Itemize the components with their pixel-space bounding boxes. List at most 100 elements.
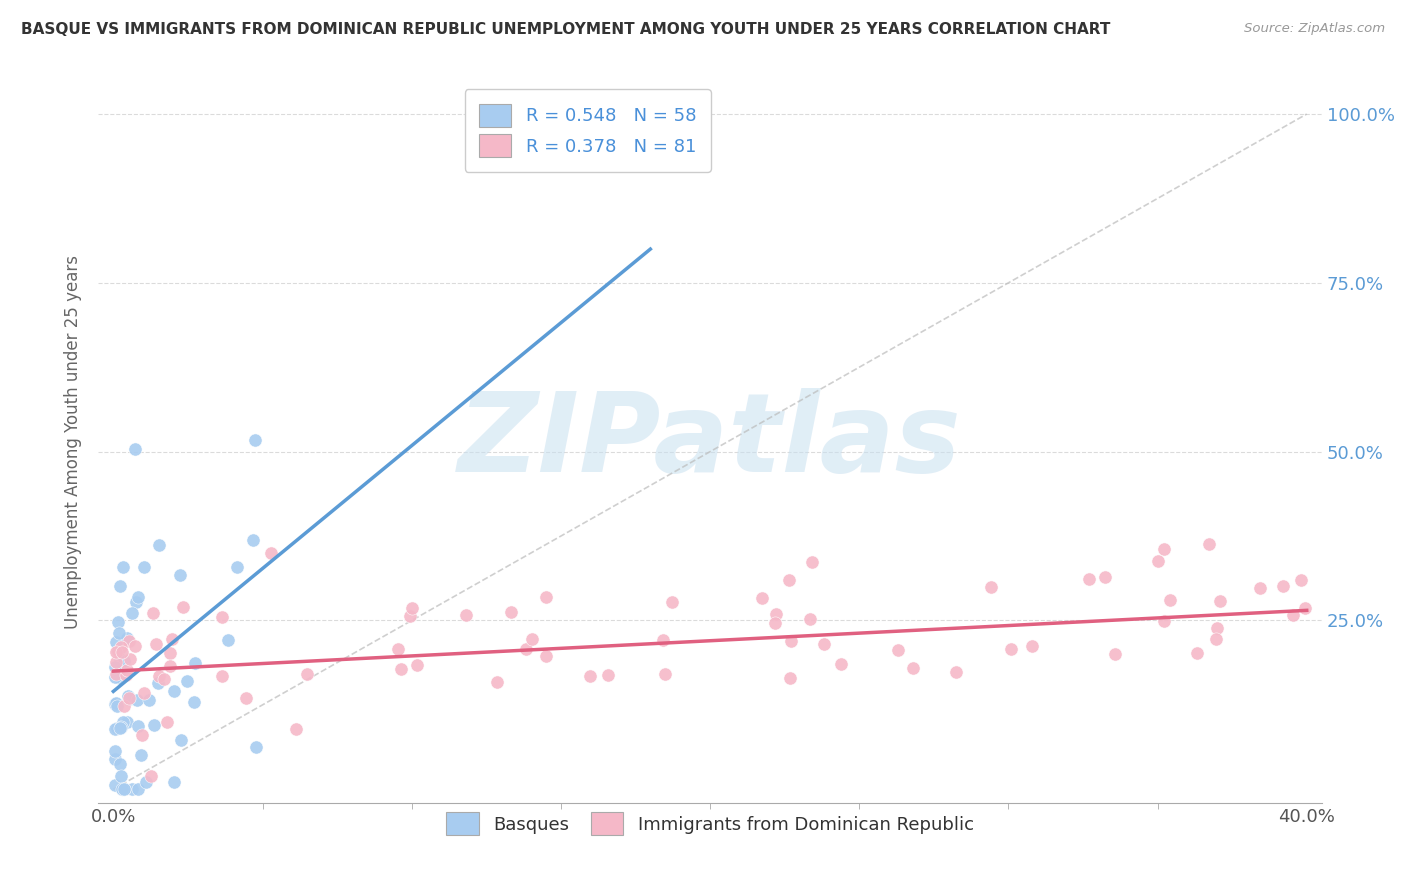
Point <box>295 667 318 681</box>
Point <box>1146 554 1168 568</box>
Point <box>104 778 127 792</box>
Point <box>131 728 153 742</box>
Point <box>111 782 134 797</box>
Point <box>456 607 478 622</box>
Point <box>135 775 157 789</box>
Point <box>118 633 141 648</box>
Point <box>183 695 205 709</box>
Point <box>108 626 131 640</box>
Point <box>105 645 128 659</box>
Point <box>124 442 146 456</box>
Point <box>108 656 131 670</box>
Point <box>118 691 141 706</box>
Point <box>121 607 143 621</box>
Point <box>285 722 308 736</box>
Point <box>1153 542 1175 557</box>
Point <box>170 733 193 747</box>
Point <box>501 605 523 619</box>
Point <box>901 661 924 675</box>
Point <box>211 669 233 683</box>
Point <box>117 715 139 730</box>
Point <box>104 744 127 758</box>
Legend: Basques, Immigrants from Dominican Republic: Basques, Immigrants from Dominican Repub… <box>437 803 983 845</box>
Point <box>1289 574 1312 588</box>
Point <box>578 669 600 683</box>
Point <box>1021 639 1043 653</box>
Point <box>110 672 132 686</box>
Point <box>1104 647 1126 661</box>
Point <box>751 591 773 606</box>
Point <box>156 715 179 730</box>
Point <box>117 689 139 703</box>
Point <box>117 631 139 645</box>
Point <box>217 632 239 647</box>
Point <box>125 693 148 707</box>
Point <box>780 633 803 648</box>
Point <box>1281 608 1303 623</box>
Point <box>163 683 186 698</box>
Point <box>112 560 135 574</box>
Point <box>129 748 152 763</box>
Point <box>1272 579 1295 593</box>
Point <box>108 579 131 593</box>
Point <box>598 668 620 682</box>
Point <box>112 699 135 714</box>
Point <box>520 632 543 646</box>
Point <box>176 673 198 688</box>
Point <box>1000 641 1022 656</box>
Point <box>389 662 412 676</box>
Point <box>399 608 422 623</box>
Point <box>485 675 508 690</box>
Point <box>127 718 149 732</box>
Point <box>1153 614 1175 628</box>
Point <box>112 654 135 668</box>
Point <box>245 739 267 754</box>
Point <box>245 433 267 447</box>
Point <box>387 642 409 657</box>
Text: Source: ZipAtlas.com: Source: ZipAtlas.com <box>1244 22 1385 36</box>
Point <box>127 782 149 797</box>
Point <box>159 646 181 660</box>
Point <box>162 774 184 789</box>
Point <box>651 632 673 647</box>
Point <box>125 595 148 609</box>
Point <box>112 714 135 729</box>
Point <box>107 644 129 658</box>
Point <box>104 670 127 684</box>
Point <box>118 692 141 706</box>
Point <box>1249 581 1271 595</box>
Point <box>111 645 134 659</box>
Point <box>406 658 429 673</box>
Point <box>159 659 181 673</box>
Point <box>104 697 127 711</box>
Point <box>105 634 128 648</box>
Point <box>184 656 207 670</box>
Point <box>654 667 676 681</box>
Point <box>115 663 138 677</box>
Point <box>112 782 135 797</box>
Point <box>1209 594 1232 608</box>
Point <box>148 676 170 690</box>
Point <box>1205 632 1227 646</box>
Point <box>134 686 156 700</box>
Point <box>259 546 281 560</box>
Point <box>142 606 165 620</box>
Point <box>148 538 170 552</box>
Point <box>105 656 128 670</box>
Point <box>763 616 786 631</box>
Point <box>536 591 558 605</box>
Point <box>169 567 191 582</box>
Point <box>104 752 127 766</box>
Point <box>173 599 195 614</box>
Point <box>105 698 128 713</box>
Point <box>778 573 800 587</box>
Point <box>242 533 264 547</box>
Point <box>124 639 146 653</box>
Point <box>153 673 176 687</box>
Point <box>225 559 247 574</box>
Point <box>107 615 129 630</box>
Point <box>534 649 557 664</box>
Point <box>813 637 835 651</box>
Point <box>1187 646 1209 660</box>
Point <box>118 651 141 665</box>
